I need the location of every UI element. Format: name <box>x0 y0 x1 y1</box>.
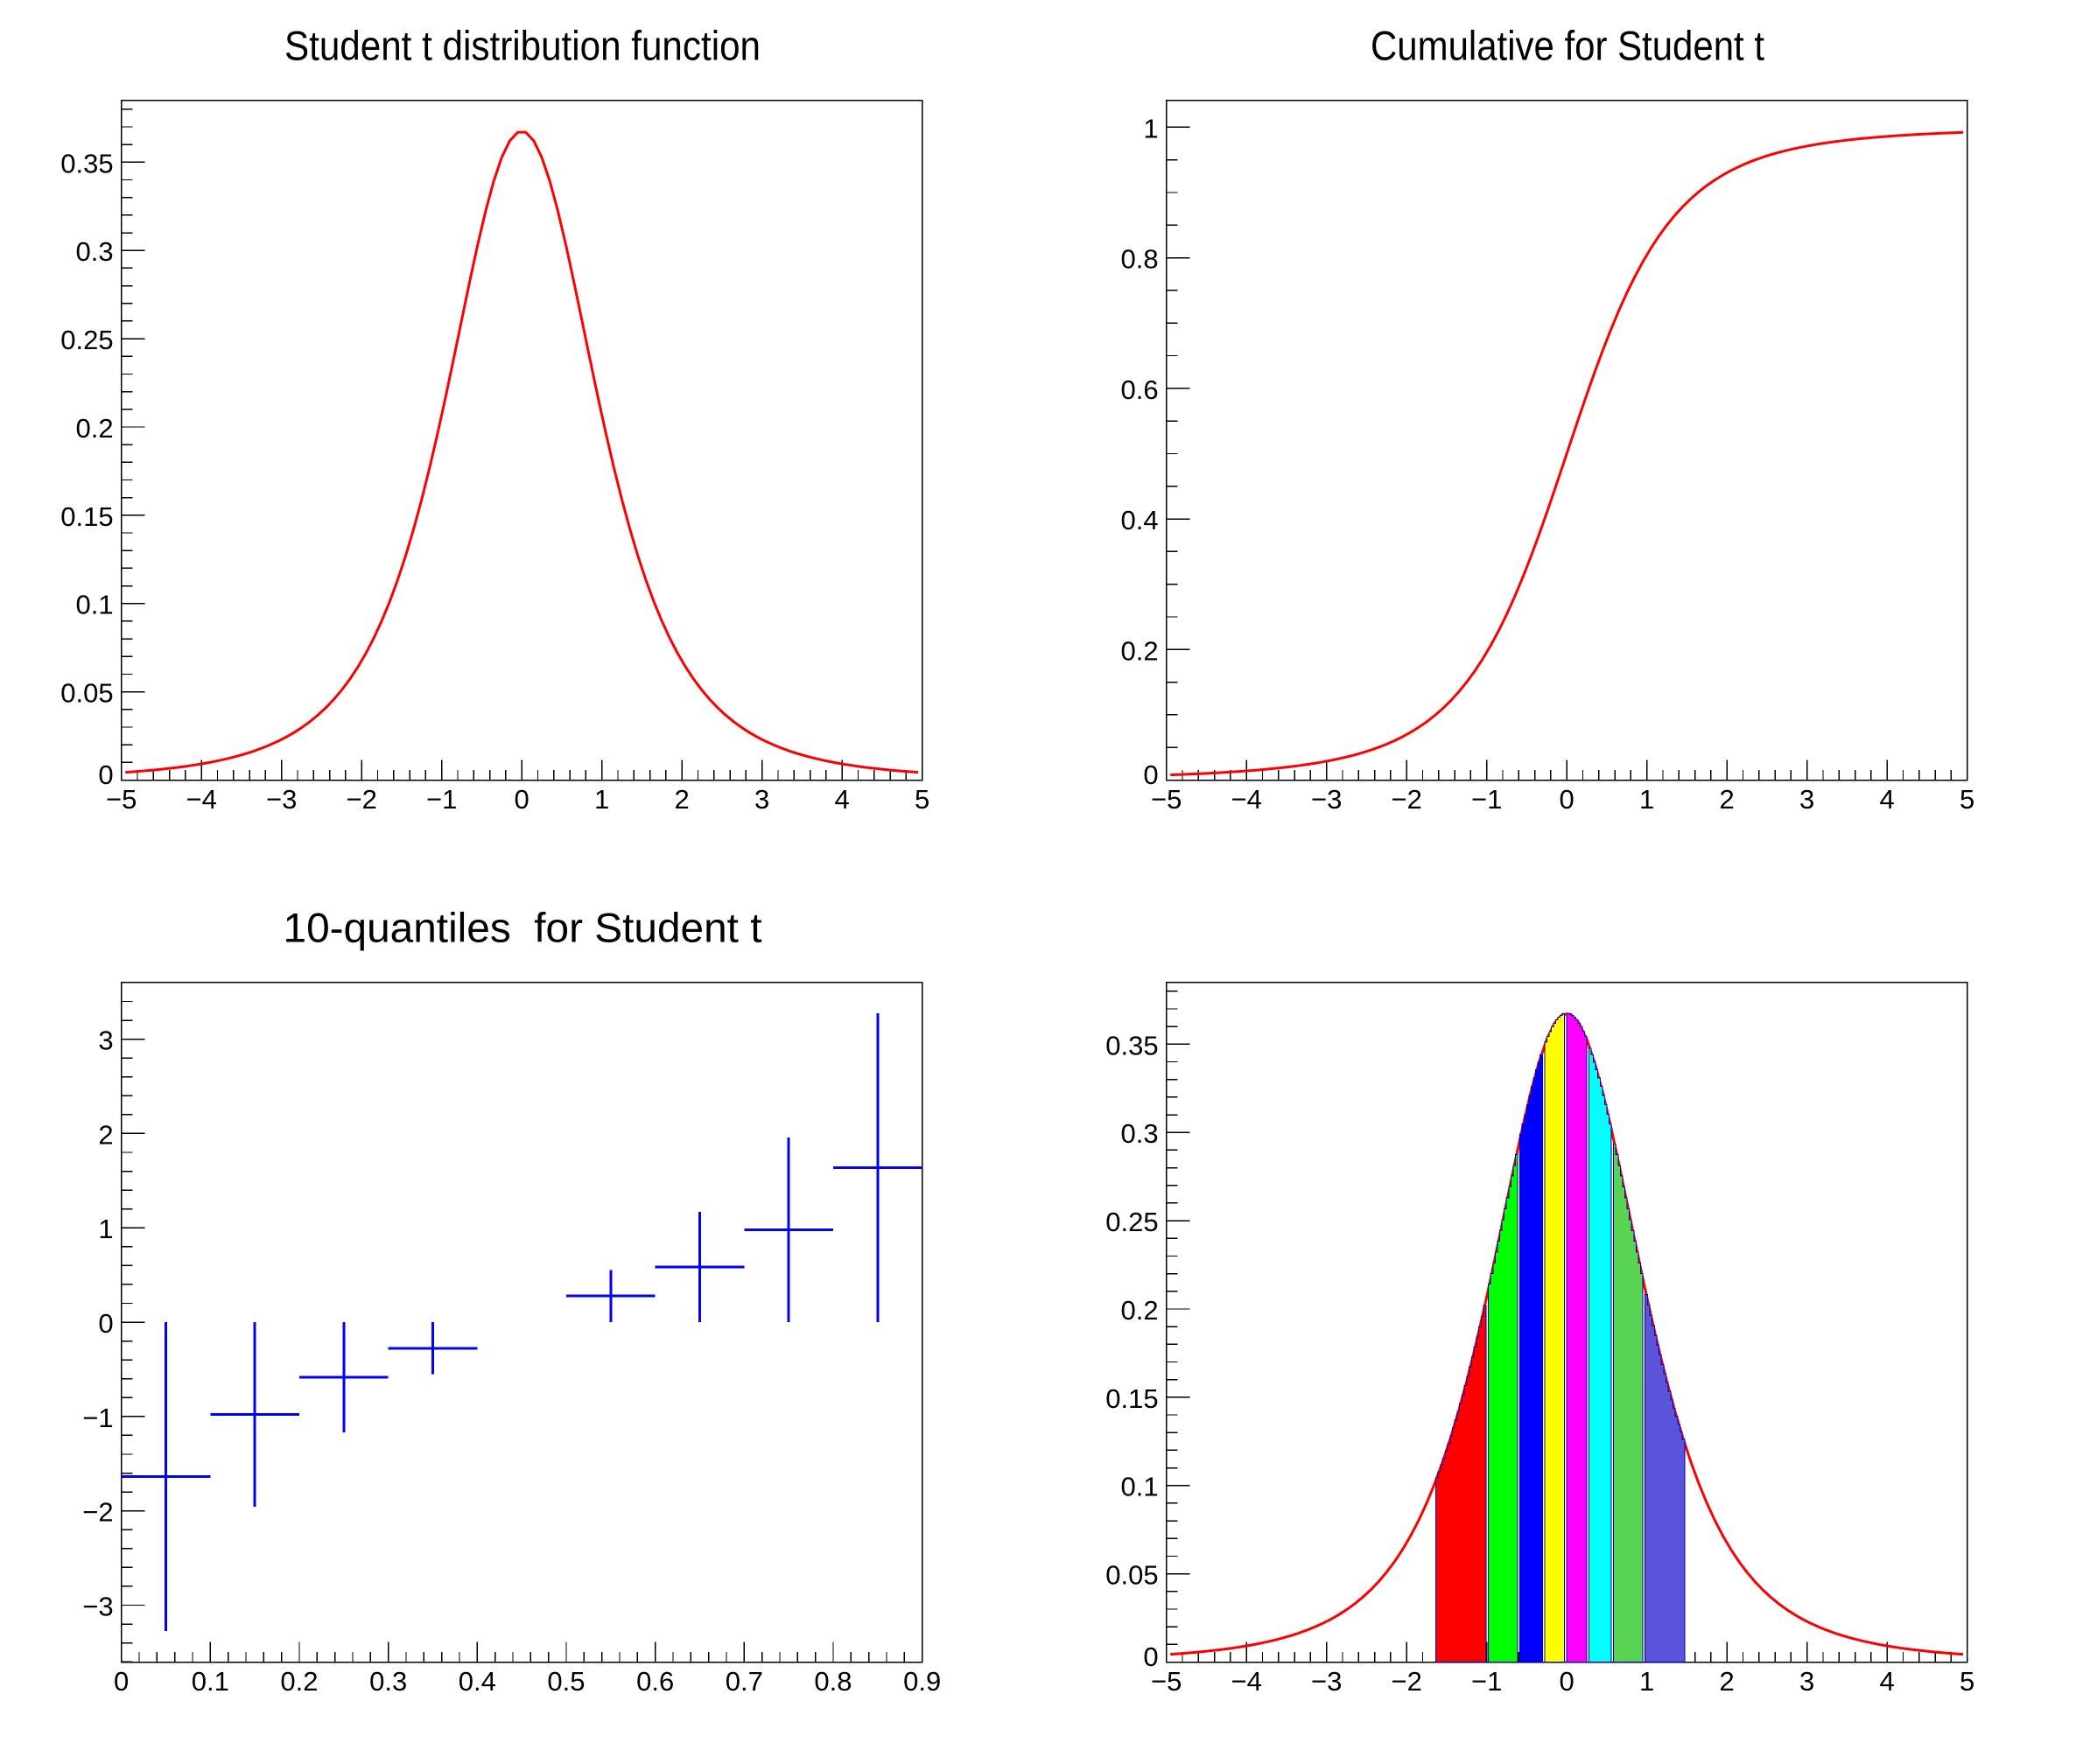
svg-text:−2: −2 <box>1391 1666 1421 1697</box>
svg-text:1: 1 <box>1143 113 1158 144</box>
svg-text:0: 0 <box>515 784 530 815</box>
svg-text:Student t distribution functio: Student t distribution function <box>284 23 761 69</box>
svg-text:4: 4 <box>1880 784 1895 815</box>
svg-text:1: 1 <box>594 784 609 815</box>
svg-text:10-quantiles for Student t: 10-quantiles for Student t <box>284 905 762 951</box>
svg-text:Cumulative for Student t: Cumulative for Student t <box>1371 23 1764 69</box>
svg-text:−2: −2 <box>346 784 376 815</box>
svg-text:0.35: 0.35 <box>1105 1030 1158 1060</box>
svg-text:−2: −2 <box>82 1497 113 1528</box>
svg-text:0.15: 0.15 <box>1105 1383 1158 1414</box>
svg-text:1: 1 <box>1639 1666 1654 1697</box>
svg-text:0.2: 0.2 <box>280 1666 318 1697</box>
svg-text:−3: −3 <box>1311 784 1342 815</box>
svg-text:−3: −3 <box>266 784 297 815</box>
svg-text:4: 4 <box>835 784 850 815</box>
svg-text:0: 0 <box>1560 1666 1575 1697</box>
svg-text:−1: −1 <box>1471 1666 1502 1697</box>
svg-text:0.3: 0.3 <box>76 236 114 267</box>
svg-text:0.2: 0.2 <box>1121 635 1159 666</box>
svg-text:5: 5 <box>1960 1666 1974 1697</box>
svg-text:5: 5 <box>915 784 929 815</box>
svg-text:0: 0 <box>1143 760 1158 790</box>
svg-text:−4: −4 <box>186 784 216 815</box>
svg-text:0.4: 0.4 <box>459 1666 496 1697</box>
svg-text:−4: −4 <box>1231 784 1261 815</box>
svg-text:5: 5 <box>1960 784 1974 815</box>
svg-text:−5: −5 <box>1151 784 1182 815</box>
svg-text:3: 3 <box>98 1026 113 1056</box>
svg-text:0: 0 <box>114 1666 129 1697</box>
svg-text:0: 0 <box>98 1308 113 1339</box>
svg-text:0.35: 0.35 <box>60 148 113 178</box>
svg-text:0.6: 0.6 <box>1121 374 1159 405</box>
svg-text:0.4: 0.4 <box>1121 505 1159 536</box>
svg-text:−4: −4 <box>1231 1666 1261 1697</box>
svg-text:−1: −1 <box>1471 784 1502 815</box>
svg-text:0.1: 0.1 <box>76 590 114 620</box>
svg-text:−1: −1 <box>82 1403 113 1433</box>
svg-text:0.25: 0.25 <box>1105 1207 1158 1237</box>
svg-text:2: 2 <box>98 1119 113 1150</box>
svg-text:0.1: 0.1 <box>1121 1472 1159 1502</box>
svg-text:0: 0 <box>1560 784 1575 815</box>
svg-text:0.8: 0.8 <box>814 1666 852 1697</box>
svg-text:4: 4 <box>1880 1666 1895 1697</box>
svg-text:0.3: 0.3 <box>369 1666 407 1697</box>
svg-text:3: 3 <box>1799 784 1814 815</box>
svg-text:1: 1 <box>1639 784 1654 815</box>
svg-text:−3: −3 <box>82 1591 113 1621</box>
svg-text:−1: −1 <box>426 784 457 815</box>
svg-text:2: 2 <box>1720 1666 1735 1697</box>
svg-text:0.5: 0.5 <box>547 1666 585 1697</box>
svg-text:0.25: 0.25 <box>60 325 113 355</box>
svg-text:−2: −2 <box>1391 784 1421 815</box>
svg-text:−5: −5 <box>1151 1666 1182 1697</box>
svg-text:0.2: 0.2 <box>76 413 114 444</box>
svg-text:0.2: 0.2 <box>1121 1295 1159 1326</box>
svg-text:0.3: 0.3 <box>1121 1118 1159 1149</box>
svg-text:0: 0 <box>1143 1642 1158 1672</box>
svg-text:1: 1 <box>98 1214 113 1244</box>
svg-text:0.9: 0.9 <box>903 1666 941 1697</box>
svg-text:0.1: 0.1 <box>192 1666 229 1697</box>
svg-text:0.05: 0.05 <box>1105 1560 1158 1591</box>
svg-text:0.15: 0.15 <box>60 501 113 532</box>
svg-text:0.7: 0.7 <box>726 1666 763 1697</box>
svg-text:0: 0 <box>98 760 113 790</box>
svg-text:3: 3 <box>1799 1666 1814 1697</box>
svg-text:−5: −5 <box>106 784 137 815</box>
svg-text:0.8: 0.8 <box>1121 244 1159 275</box>
svg-text:0.6: 0.6 <box>636 1666 674 1697</box>
svg-text:2: 2 <box>675 784 690 815</box>
svg-text:−3: −3 <box>1311 1666 1342 1697</box>
svg-text:3: 3 <box>754 784 769 815</box>
svg-text:0.05: 0.05 <box>60 678 113 709</box>
svg-text:2: 2 <box>1720 784 1735 815</box>
